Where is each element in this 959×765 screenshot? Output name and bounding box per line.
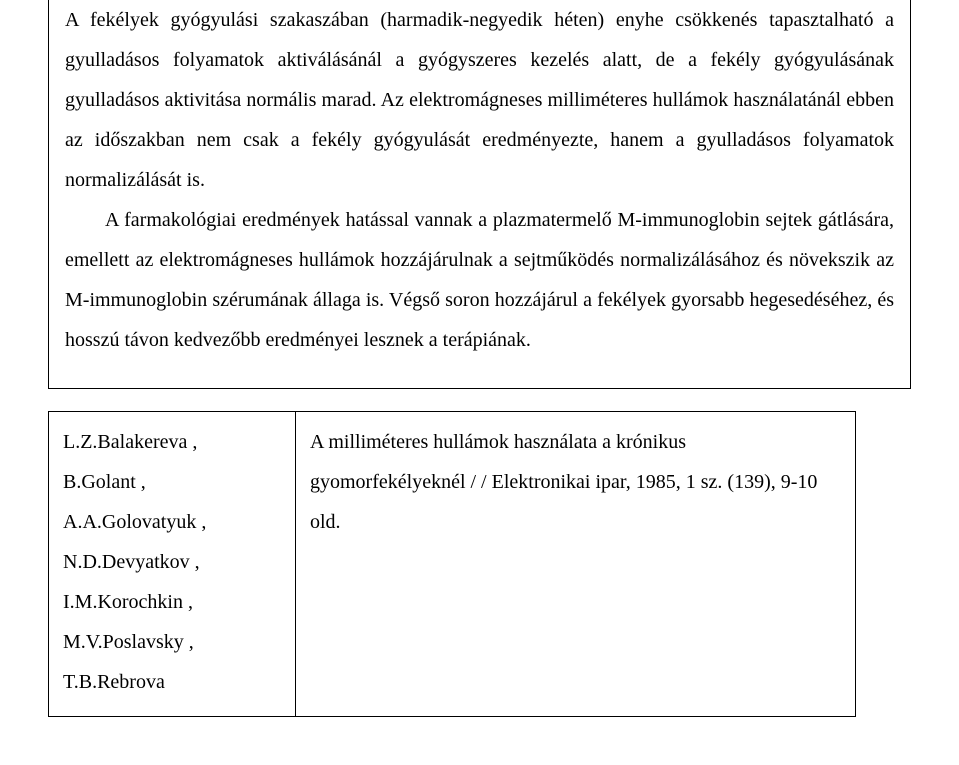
paragraph: A fekélyek gyógyulási szakaszában (harma… <box>65 0 894 200</box>
author-name: L.Z.Balakereva , <box>63 422 281 462</box>
reference-table: L.Z.Balakereva , B.Golant , A.A.Golovaty… <box>48 411 856 717</box>
citation-cell: A milliméteres hullámok használata a kró… <box>296 412 856 717</box>
page: A fekélyek gyógyulási szakaszában (harma… <box>0 0 959 765</box>
paragraph: A farmakológiai eredmények hatással vann… <box>65 200 894 360</box>
author-name: I.M.Korochkin , <box>63 582 281 622</box>
author-name: B.Golant , <box>63 462 281 502</box>
author-name: A.A.Golovatyuk , <box>63 502 281 542</box>
citation-text: A milliméteres hullámok használata a kró… <box>310 431 817 533</box>
author-name: N.D.Devyatkov , <box>63 542 281 582</box>
authors-cell: L.Z.Balakereva , B.Golant , A.A.Golovaty… <box>49 412 296 717</box>
author-name: M.V.Poslavsky , <box>63 622 281 662</box>
table-row: L.Z.Balakereva , B.Golant , A.A.Golovaty… <box>49 412 856 717</box>
author-name: T.B.Rebrova <box>63 662 281 702</box>
body-text-box: A fekélyek gyógyulási szakaszában (harma… <box>48 0 911 389</box>
